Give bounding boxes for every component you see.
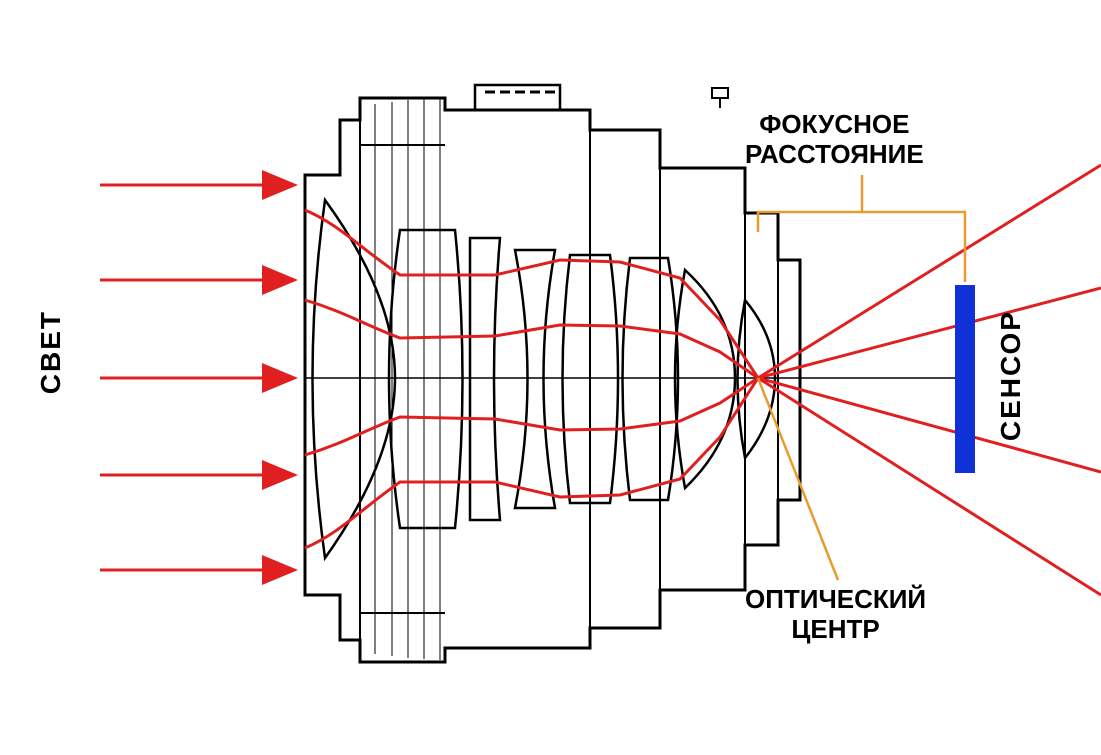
optical-center-pointer (758, 378, 838, 580)
oc-line1: ОПТИЧЕСКИЙ (745, 585, 926, 615)
light-label: СВЕТ (35, 310, 67, 394)
focal-bracket (758, 175, 965, 282)
lens-diagram (0, 0, 1101, 755)
optical-center-label: ОПТИЧЕСКИЙ ЦЕНТР (745, 585, 926, 645)
focal-distance-label: ФОКУСНОЕ РАССТОЯНИЕ (745, 110, 924, 170)
sensor-rect (955, 285, 975, 473)
sensor-label: СЕНСОР (995, 310, 1027, 441)
oc-line2: ЦЕНТР (745, 615, 926, 645)
lens-elements (313, 200, 776, 558)
light-arrows (100, 185, 295, 570)
focal-line2: РАССТОЯНИЕ (745, 140, 924, 170)
focal-line1: ФОКУСНОЕ (745, 110, 924, 140)
lens-body (305, 85, 800, 662)
